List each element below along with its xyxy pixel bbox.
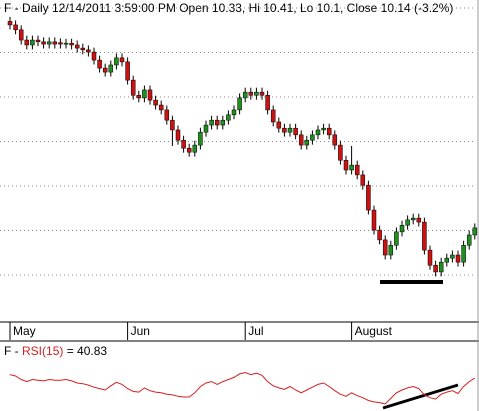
candle-body [231, 109, 237, 116]
candle-body [209, 119, 214, 126]
candle-body [265, 94, 270, 111]
candle-body [287, 127, 293, 133]
rsi-value: = 40.83 [67, 344, 108, 358]
candle-body [108, 64, 114, 73]
candle-body [343, 159, 349, 171]
candle-body [226, 114, 231, 121]
candle-body [332, 134, 338, 146]
candle-body [97, 59, 102, 69]
candle-body [220, 119, 226, 126]
candle-body [410, 217, 416, 221]
candle-body [259, 91, 265, 96]
rsi-name: RSI(15) [22, 344, 63, 358]
candle-body [416, 217, 422, 223]
candle-body [382, 239, 388, 256]
candle-body [35, 39, 41, 43]
candle-body [360, 174, 366, 186]
candle-body [63, 42, 69, 45]
candle-body [91, 51, 97, 61]
candle-body [444, 257, 450, 263]
candle-body [181, 139, 186, 149]
candle-body [114, 57, 119, 66]
candle-body [349, 164, 354, 171]
candle-body [315, 129, 321, 136]
candle-body [102, 67, 108, 73]
rsi-trendline [382, 383, 459, 410]
candle-body [214, 119, 220, 126]
x-tick-label: May [13, 324, 36, 338]
candle-body [164, 109, 170, 121]
candle-body [74, 44, 80, 49]
candle-body [136, 94, 142, 99]
candle-body [293, 127, 298, 136]
candle-body [427, 249, 433, 266]
candle-body [46, 41, 52, 45]
candle-body [298, 134, 304, 146]
candle-body [466, 234, 472, 246]
candle-body [175, 129, 181, 141]
candle-body [270, 109, 276, 123]
candle-body [242, 91, 248, 99]
candle-body [186, 147, 192, 153]
rsi-label: F - RSI(15) = 40.83 [4, 344, 107, 358]
candle-body [310, 134, 315, 141]
candle-body [321, 127, 326, 131]
candle-body [433, 265, 438, 273]
candle-body [192, 144, 198, 153]
candle-body [41, 41, 46, 45]
candle-body [170, 119, 175, 131]
candle-body [254, 91, 259, 96]
candle-body [450, 254, 455, 259]
candle-body [142, 89, 147, 99]
candle-body [13, 24, 18, 31]
candle-body [282, 127, 287, 133]
rsi-line [9, 371, 476, 405]
candle-body [86, 49, 91, 53]
candle-body [461, 244, 466, 263]
candle-body [438, 261, 444, 273]
candle-body [472, 227, 478, 236]
candle-body [158, 104, 164, 111]
candle-body [399, 224, 405, 233]
candle-body [237, 97, 242, 111]
candle-body [7, 21, 13, 26]
candle-body [276, 121, 282, 129]
candle-body [405, 219, 410, 226]
candle-body [198, 131, 203, 146]
candle-body [366, 184, 371, 211]
candle-body [248, 91, 254, 96]
candle-body [24, 39, 30, 46]
candle-body [394, 231, 399, 246]
candle-body [422, 221, 427, 251]
candle-body [119, 57, 125, 63]
candle-body [377, 229, 382, 241]
candle-body [338, 144, 343, 161]
x-tick-label: August [355, 324, 393, 338]
candle-body [130, 79, 136, 96]
candle-body [354, 164, 360, 176]
candle-body [147, 89, 153, 101]
candle-body [52, 41, 58, 45]
x-tick-label: Jul [248, 324, 263, 338]
candle-body [58, 42, 63, 45]
candle-body [80, 47, 86, 51]
candle-body [153, 99, 158, 106]
rsi-prefix: F - [4, 344, 19, 358]
x-tick-label: Jun [131, 324, 150, 338]
candle-body [69, 42, 74, 46]
candle-body [326, 127, 332, 136]
candle-body [455, 254, 461, 263]
candle-body [203, 124, 209, 133]
candle-body [18, 29, 24, 41]
candle-body [30, 39, 35, 46]
candle-body [371, 209, 377, 231]
candle-body [304, 139, 310, 146]
candle-body [125, 61, 130, 81]
candle-body [388, 244, 394, 256]
